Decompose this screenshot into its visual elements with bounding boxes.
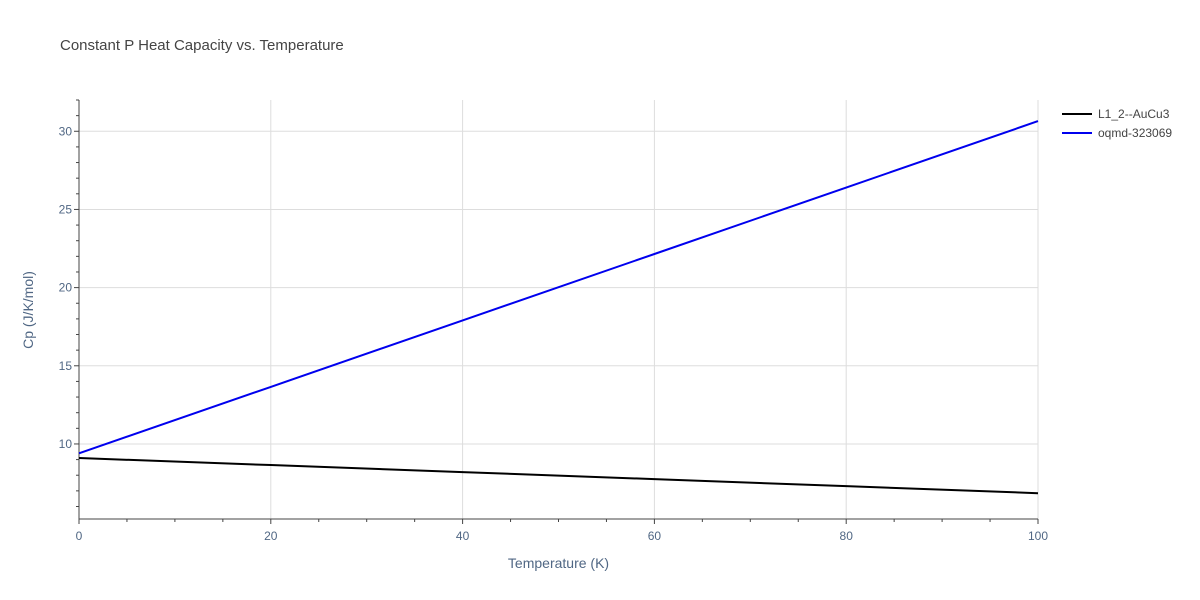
y-tick-label: 15 xyxy=(59,359,73,373)
y-tick-label: 10 xyxy=(59,437,73,451)
x-tick-label: 100 xyxy=(1028,529,1048,543)
legend-item[interactable]: oqmd-323069 xyxy=(1062,126,1172,140)
y-tick-label: 20 xyxy=(59,281,73,295)
y-axis-title: Cp (J/K/mol) xyxy=(20,271,36,349)
x-axis-title: Temperature (K) xyxy=(508,555,609,571)
plot-area xyxy=(78,120,1039,495)
legend-label: oqmd-323069 xyxy=(1098,126,1172,140)
x-tick-label: 60 xyxy=(648,529,662,543)
x-tick-label: 20 xyxy=(264,529,278,543)
legend-item[interactable]: L1_2--AuCu3 xyxy=(1062,107,1170,121)
axes: 0 20 40 60 80 100 10 15 20 25 30 xyxy=(59,99,1048,543)
series-line-1[interactable] xyxy=(78,457,1039,495)
y-tick-label: 30 xyxy=(59,124,73,138)
x-tick-label: 80 xyxy=(840,529,854,543)
gridlines xyxy=(79,100,1039,519)
y-tick-label: 25 xyxy=(59,202,73,216)
chart-title: Constant P Heat Capacity vs. Temperature xyxy=(60,37,344,54)
series-line-2[interactable] xyxy=(78,120,1039,455)
legend-label: L1_2--AuCu3 xyxy=(1098,107,1170,121)
legend[interactable]: L1_2--AuCu3 oqmd-323069 xyxy=(1062,107,1172,140)
x-tick-label: 0 xyxy=(76,529,83,543)
x-tick-label: 40 xyxy=(456,529,470,543)
